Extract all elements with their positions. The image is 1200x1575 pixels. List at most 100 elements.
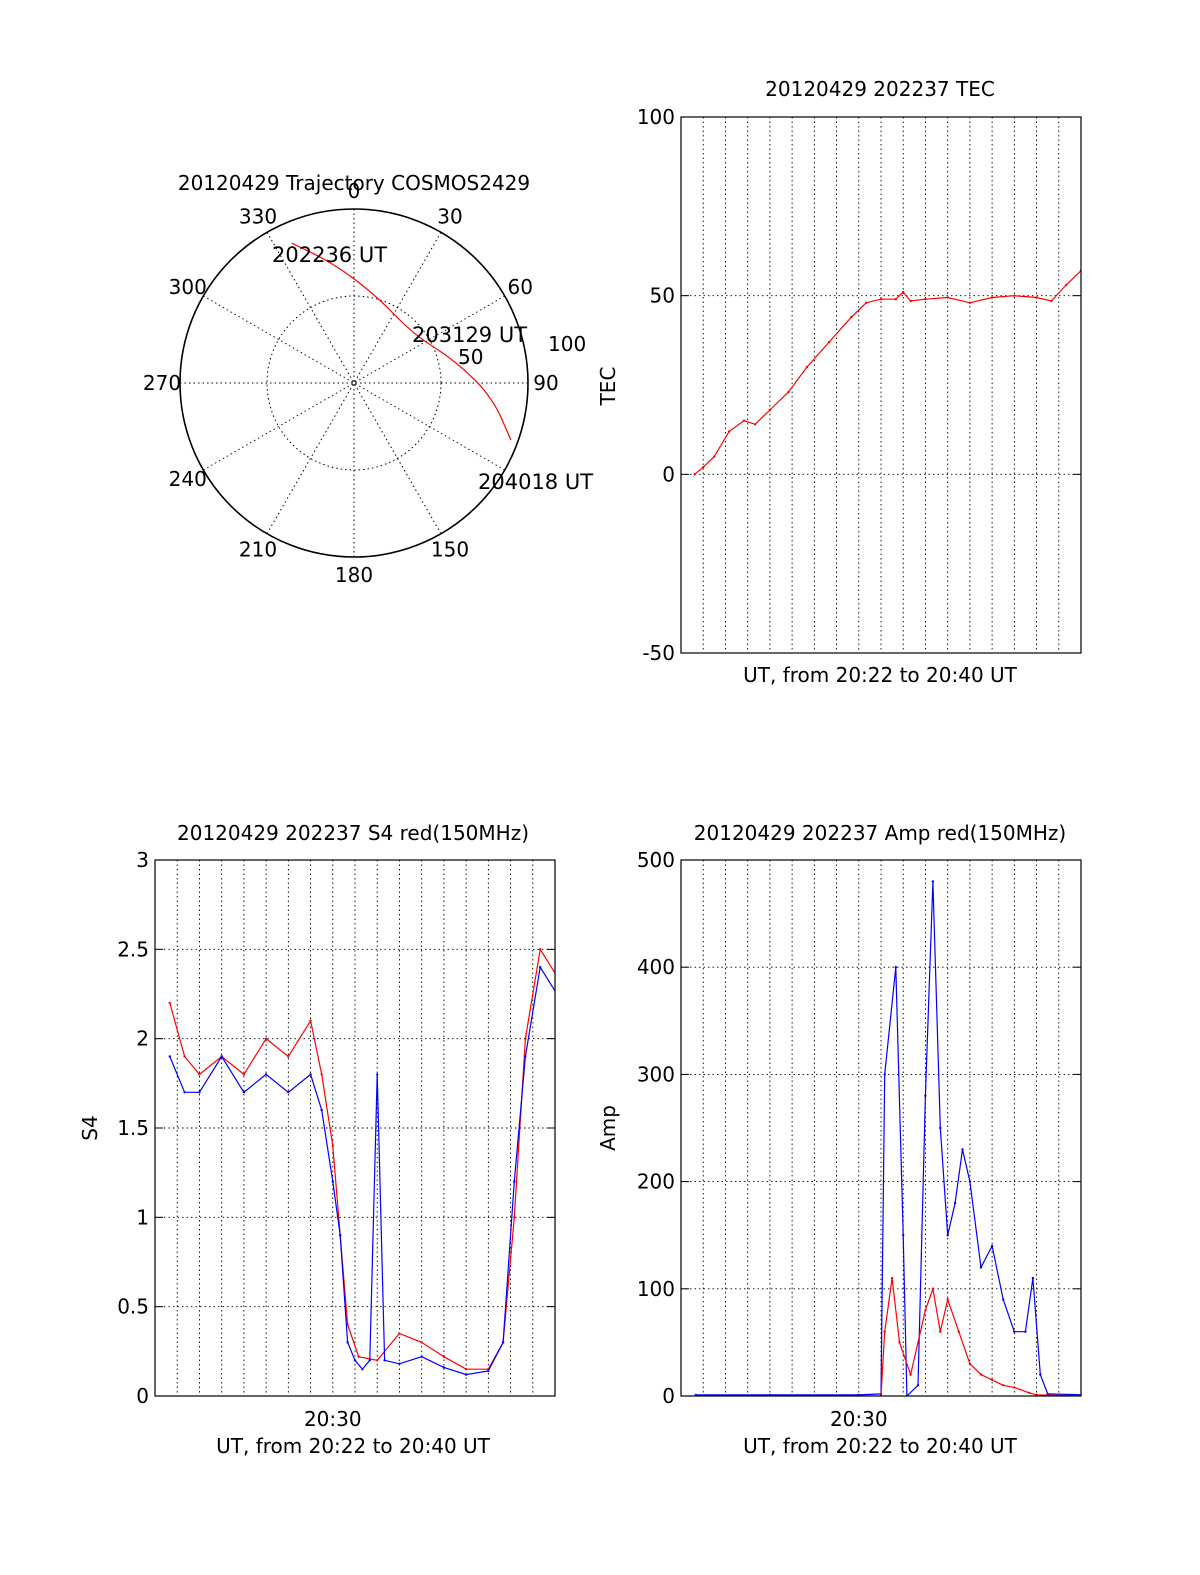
data-point-blue: [990, 1244, 994, 1248]
data-point-red: [198, 1073, 201, 1076]
data-point-blue: [979, 1266, 983, 1269]
plot-frame: [680, 859, 1082, 1397]
end-time-annotation: 204018 UT: [478, 470, 593, 494]
data-point-red: [513, 1216, 516, 1219]
data-point-red: [713, 455, 716, 458]
data-point-red: [968, 301, 972, 304]
data-point-blue: [931, 880, 935, 883]
data-point-red: [742, 419, 746, 422]
data-point-red: [850, 315, 853, 319]
data-point-red: [890, 1276, 894, 1280]
polar-angle-label: 60: [508, 275, 533, 299]
data-point-red: [909, 299, 912, 303]
polar-radius-label: 50: [458, 345, 483, 369]
data-point-red: [957, 1330, 960, 1333]
data-point-red: [898, 1341, 901, 1344]
data-point-red: [309, 1019, 312, 1022]
data-point-blue: [376, 1073, 379, 1076]
data-point-red: [968, 1362, 972, 1366]
polar-angle-label: 240: [169, 467, 207, 491]
data-point-red: [376, 1359, 379, 1362]
data-point-red: [865, 301, 868, 304]
data-point-red: [464, 1368, 468, 1371]
data-point-blue: [368, 1359, 371, 1362]
data-point-blue: [420, 1355, 423, 1358]
data-point-red: [924, 298, 927, 301]
y-tick-label: 2: [136, 1027, 149, 1051]
data-point-red: [1002, 1384, 1005, 1387]
data-point-blue: [1087, 1394, 1089, 1396]
data-point-red: [727, 430, 731, 433]
data-point-red: [442, 1355, 446, 1358]
y-tick-label: 2.5: [117, 937, 149, 961]
data-point-blue: [1024, 1330, 1027, 1333]
y-tick-label: 1: [136, 1205, 149, 1229]
data-point-red: [693, 473, 696, 476]
y-tick-label: 400: [637, 955, 675, 979]
data-point-blue: [287, 1091, 290, 1094]
data-point-red: [1087, 1395, 1089, 1397]
data-point-red: [827, 340, 831, 344]
x-tick-label: 20:30: [304, 1407, 362, 1431]
data-point-blue: [320, 1108, 323, 1112]
data-point-blue: [442, 1366, 446, 1369]
data-point-blue: [242, 1091, 246, 1094]
polar-radius-label: 100: [548, 332, 586, 356]
data-point-red: [1013, 294, 1016, 297]
plot-frame: [154, 859, 556, 1397]
data-point-blue: [883, 1073, 886, 1076]
amp-title: 20120429 202237 Amp red(150MHz): [694, 821, 1066, 845]
data-point-blue: [1039, 1373, 1042, 1376]
data-point-red: [1027, 1391, 1031, 1395]
data-point-blue: [539, 966, 542, 969]
data-point-red: [398, 1332, 401, 1335]
data-point-red: [539, 948, 542, 951]
polar-angle-label: 0: [348, 179, 361, 203]
data-point-red: [1035, 296, 1038, 299]
polar-angle-label: 330: [239, 205, 277, 229]
data-point-blue: [501, 1341, 505, 1344]
data-point-red: [264, 1037, 268, 1040]
data-point-blue: [464, 1373, 468, 1376]
polar-track-group: [291, 242, 512, 441]
y-tick-label: 300: [637, 1062, 675, 1086]
data-point-blue: [383, 1359, 386, 1362]
data-point-red: [894, 298, 897, 301]
polar-angle-label: 270: [143, 371, 181, 395]
data-point-blue: [916, 1384, 920, 1387]
data-point-blue: [561, 1002, 563, 1004]
data-point-red: [287, 1055, 290, 1058]
polar-angle-label: 30: [437, 205, 462, 229]
polar-title: 20120429 Trajectory COSMOS2429: [178, 171, 530, 195]
tec-panel: 20120429 202237 TEC UT, from 20:22 to 20…: [596, 77, 1082, 687]
data-point-red: [242, 1073, 246, 1076]
data-point-blue: [953, 1201, 957, 1205]
data-point-red: [702, 466, 705, 469]
data-point-red: [753, 423, 757, 426]
data-point-blue: [331, 1180, 334, 1183]
polar-angle-label: 210: [239, 537, 277, 561]
data-point-red: [1065, 283, 1068, 287]
data-point-blue: [902, 1234, 905, 1237]
data-point-blue: [168, 1055, 171, 1058]
data-point-blue: [524, 1055, 527, 1058]
data-point-blue: [339, 1234, 342, 1237]
data-point-red: [331, 1144, 334, 1148]
y-tick-label: 0: [662, 1384, 675, 1408]
data-point-red: [1050, 299, 1053, 303]
data-point-red: [1013, 1386, 1016, 1389]
data-point-blue: [894, 966, 897, 969]
data-point-blue: [398, 1362, 401, 1366]
amp-xlabel: UT, from 20:22 to 20:40 UT: [743, 1434, 1018, 1458]
mid-time-annotation: 203129 UT: [412, 323, 527, 347]
data-point-red: [883, 1330, 886, 1333]
data-point-blue: [183, 1091, 186, 1094]
polar-angle-label: 150: [431, 537, 469, 561]
y-tick-label: 100: [637, 1277, 675, 1301]
s4-title: 20120429 202237 S4 red(150MHz): [177, 821, 529, 845]
data-point-red: [990, 296, 994, 299]
tec-title: 20120429 202237 TEC: [765, 77, 995, 101]
data-point-blue: [487, 1369, 490, 1373]
series-line-red: [694, 269, 1081, 475]
